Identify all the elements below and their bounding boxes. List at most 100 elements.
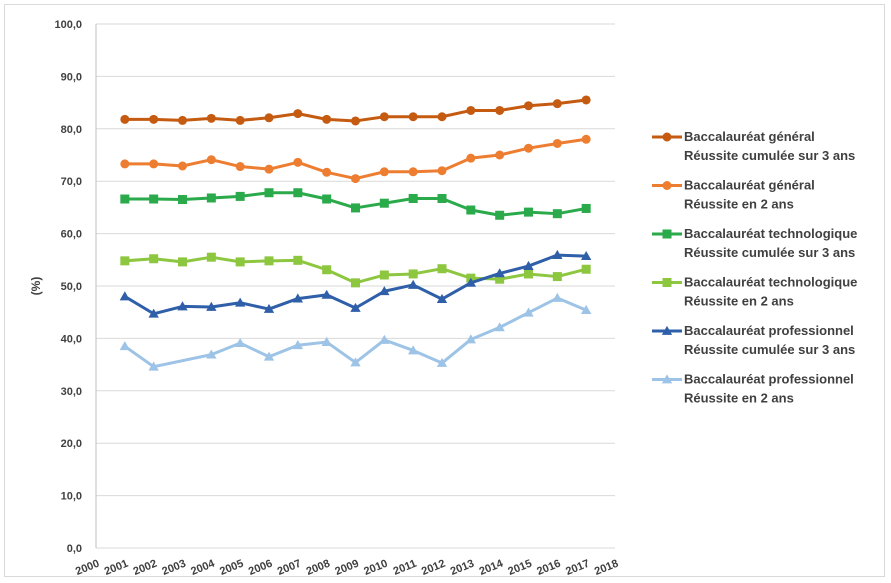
y-tick-label: 80,0 <box>61 124 82 136</box>
x-tick-label: 2006 <box>247 558 274 578</box>
data-point <box>495 274 505 284</box>
data-point <box>495 105 505 115</box>
data-point <box>178 257 187 267</box>
data-point <box>235 115 245 125</box>
data-point <box>379 167 389 177</box>
data-point <box>293 157 303 167</box>
data-point <box>552 292 563 302</box>
y-axis-title: (%) <box>29 277 43 296</box>
data-point <box>178 195 187 205</box>
data-point <box>351 203 360 213</box>
data-point <box>120 194 130 204</box>
y-tick-label: 90,0 <box>61 71 82 83</box>
legend-label-line2: Réussite en 2 ans <box>684 294 794 309</box>
legend-label-line2: Réussite en 2 ans <box>684 197 794 212</box>
data-point <box>350 302 361 312</box>
data-point <box>580 304 592 314</box>
data-point <box>524 269 533 279</box>
legend-swatch-marker <box>662 278 672 287</box>
data-point <box>552 209 562 219</box>
legend-swatch-marker <box>661 374 673 384</box>
x-tick-label: 2001 <box>103 558 130 578</box>
data-point <box>524 207 533 217</box>
y-tick-label: 40,0 <box>61 333 82 345</box>
data-point <box>235 162 245 172</box>
data-point <box>206 301 217 311</box>
data-point <box>293 188 303 198</box>
x-tick-label: 2000 <box>74 558 101 578</box>
y-tick-label: 60,0 <box>61 229 82 241</box>
legend-label-line1: Baccalauréat général <box>684 129 815 144</box>
data-point <box>436 357 448 367</box>
data-point <box>581 95 591 105</box>
data-point <box>437 264 447 274</box>
data-point <box>379 334 390 344</box>
data-point <box>235 191 245 201</box>
legend-swatch-marker <box>662 229 672 239</box>
x-tick-label: 2017 <box>564 558 591 578</box>
legend-label-line1: Baccalauréat général <box>684 178 815 193</box>
legend-entry-5: Baccalauréat professionnel Réussite cumul… <box>652 323 855 357</box>
data-point <box>322 114 332 124</box>
x-tick-label: 2016 <box>535 558 562 578</box>
data-point <box>292 293 304 303</box>
data-point <box>523 307 534 317</box>
data-point <box>495 150 505 160</box>
legend-entry-2: Baccalauréat général Réussite en 2 ans <box>652 178 815 212</box>
legend-label-line1: Baccalauréat professionnel <box>684 323 854 338</box>
data-point <box>120 114 130 124</box>
y-tick-label: 30,0 <box>61 386 82 398</box>
legend-label-line2: Réussite en 2 ans <box>684 391 794 406</box>
data-point <box>408 112 418 122</box>
data-point <box>379 198 389 208</box>
y-tick-label: 20,0 <box>61 438 82 450</box>
data-point <box>264 188 274 198</box>
data-point <box>322 167 332 177</box>
data-point <box>379 286 390 296</box>
y-tick-label: 100,0 <box>54 19 82 31</box>
x-tick-label: 2002 <box>132 558 159 578</box>
data-point <box>149 114 159 124</box>
legend-label-line1: Baccalauréat professionnel <box>684 372 854 387</box>
data-point <box>322 194 332 204</box>
x-tick-label: 2008 <box>305 558 332 578</box>
y-tick-label: 10,0 <box>61 491 82 503</box>
x-tick-label: 2012 <box>420 558 447 578</box>
data-point <box>177 301 188 311</box>
data-point <box>235 257 245 267</box>
data-point <box>350 357 361 367</box>
legend-label-line2: Réussite cumulée sur 3 ans <box>684 148 855 163</box>
data-point <box>206 113 216 123</box>
legend-swatch-marker <box>662 181 672 190</box>
data-point <box>234 337 246 347</box>
data-point <box>206 155 216 165</box>
data-point <box>465 334 477 344</box>
data-point <box>263 351 275 361</box>
data-point <box>292 340 304 350</box>
legend-label-line1: Baccalauréat technologique <box>684 226 857 241</box>
series-5 <box>119 249 592 318</box>
data-point <box>552 272 562 282</box>
data-point <box>119 341 131 351</box>
data-point <box>523 260 534 270</box>
data-point <box>495 210 505 220</box>
series-line <box>124 137 587 181</box>
data-point <box>379 270 389 280</box>
series-2 <box>120 134 591 184</box>
data-point <box>379 112 389 122</box>
data-point <box>552 99 562 109</box>
series-4 <box>120 252 591 288</box>
data-point <box>263 303 275 313</box>
x-tick-label: 2010 <box>362 558 389 578</box>
x-tick-label: 2018 <box>593 558 620 578</box>
series-6 <box>119 292 592 371</box>
y-tick-label: 0,0 <box>67 543 82 555</box>
data-point <box>293 109 303 119</box>
data-point <box>524 143 533 153</box>
data-point <box>119 291 131 301</box>
data-point <box>149 194 159 204</box>
legend-entry-4: Baccalauréat technologique Réussite en 2 … <box>652 275 857 309</box>
data-point <box>148 361 159 371</box>
x-tick-label: 2014 <box>478 557 506 578</box>
